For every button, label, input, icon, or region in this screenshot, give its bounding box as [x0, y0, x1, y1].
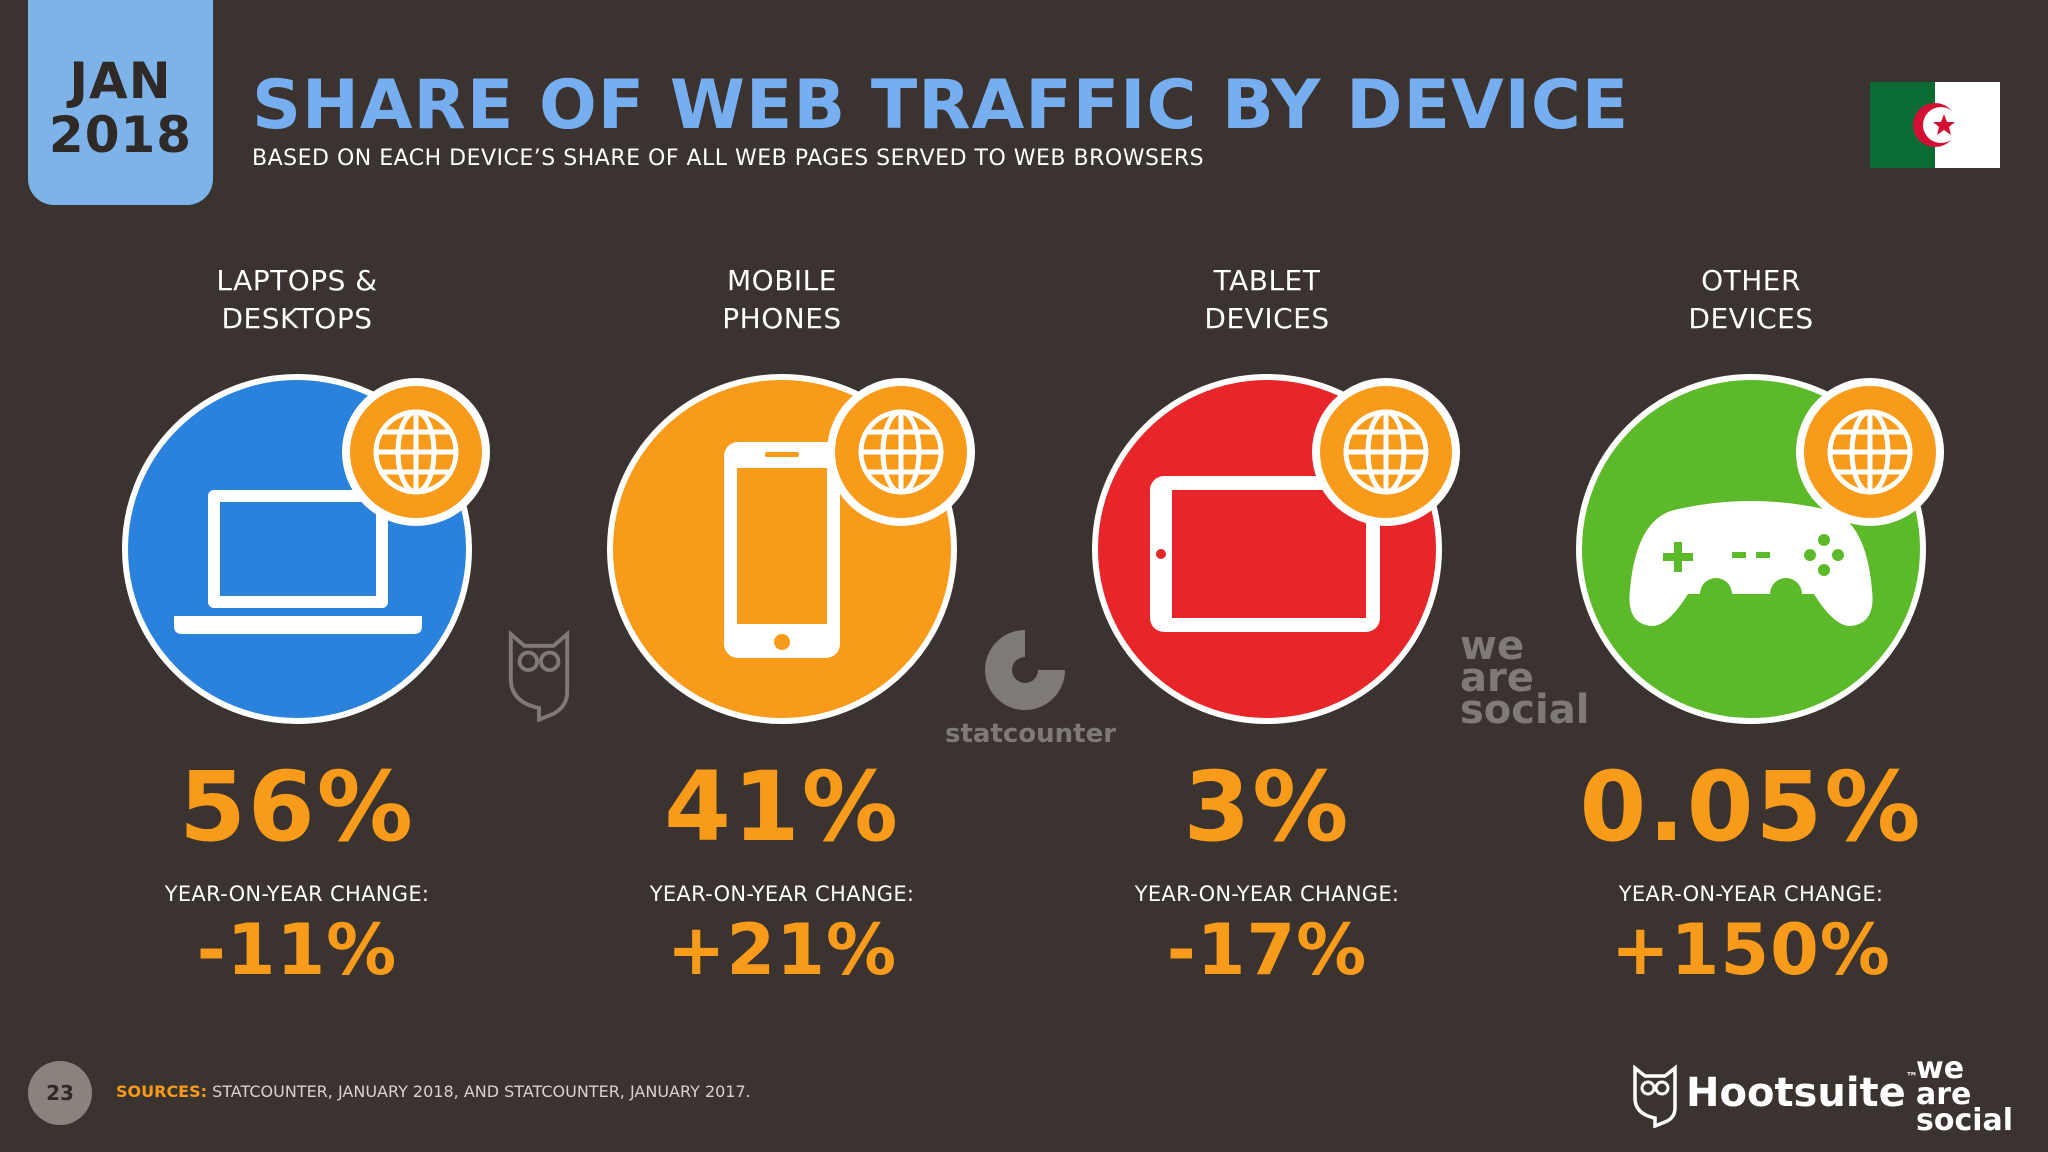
date-month: JAN [69, 51, 172, 110]
globe-icon [1312, 378, 1460, 526]
yoy-value: -17% [1166, 909, 1368, 991]
device-column-laptops: LAPTOPS & DESKTOPS 56% YEAR-ON-YEAR CHAN… [52, 262, 542, 990]
device-circle [607, 374, 975, 724]
device-label: TABLET DEVICES [1204, 264, 1330, 335]
sources-text: STATCOUNTER, JANUARY 2018, AND STATCOUNT… [207, 1082, 751, 1101]
globe-icon [827, 378, 975, 526]
yoy-value: +21% [666, 909, 898, 991]
device-circle [1576, 374, 1944, 724]
we-are-social-watermark: we are social [1460, 623, 1590, 733]
device-column-other: OTHER DEVICES 0.05% [1506, 262, 1996, 990]
tablet-icon [1150, 476, 1380, 632]
date-badge: JAN 2018 [28, 0, 213, 205]
share-value: 41% [664, 751, 900, 863]
yoy-label: YEAR-ON-YEAR CHANGE: [164, 882, 430, 906]
device-label: OTHER DEVICES [1688, 264, 1814, 335]
device-label: MOBILE PHONES [722, 264, 842, 335]
device-label: LAPTOPS & DESKTOPS [216, 264, 378, 335]
mobile-phone-icon [724, 442, 840, 658]
yoy-label: YEAR-ON-YEAR CHANGE: [1134, 882, 1400, 906]
device-column-tablet: TABLET DEVICES 3% YEAR-ON-YEAR CHANGE: -… [1022, 262, 1512, 990]
laptop-icon [174, 490, 422, 634]
device-circle [1092, 374, 1460, 724]
hootsuite-logo: Hootsuite™ [1686, 1070, 1918, 1116]
sources-note: SOURCES: STATCOUNTER, JANUARY 2018, AND … [116, 1082, 751, 1101]
device-circle [122, 374, 490, 724]
statcounter-watermark: statcounter [945, 625, 1116, 749]
globe-icon [1796, 378, 1944, 526]
globe-icon [342, 378, 490, 526]
page-subtitle: BASED ON EACH DEVICE’S SHARE OF ALL WEB … [252, 146, 1205, 171]
page-title: SHARE OF WEB TRAFFIC BY DEVICE [252, 66, 1630, 145]
yoy-label: YEAR-ON-YEAR CHANGE: [1618, 882, 1884, 906]
hootsuite-owl-watermark-icon [508, 629, 570, 722]
share-value: 0.05% [1579, 751, 1923, 863]
date-year: 2018 [48, 105, 193, 164]
sources-label: SOURCES: [116, 1082, 208, 1101]
page-number: 23 [28, 1061, 92, 1125]
we-are-social-logo: we are social [1916, 1051, 2014, 1138]
statcounter-logo-icon [985, 630, 1065, 710]
yoy-value: +150% [1611, 909, 1891, 991]
algeria-flag-icon [1870, 82, 2000, 168]
yoy-value: -11% [196, 909, 398, 991]
share-value: 56% [179, 751, 415, 863]
game-controller-icon [1629, 501, 1873, 626]
share-value: 3% [1183, 751, 1351, 863]
hootsuite-owl-icon [1633, 1064, 1677, 1128]
yoy-label: YEAR-ON-YEAR CHANGE: [649, 882, 915, 906]
device-column-mobile: MOBILE PHONES 41% YEAR-ON-YEAR CHANGE: +… [537, 262, 1027, 990]
